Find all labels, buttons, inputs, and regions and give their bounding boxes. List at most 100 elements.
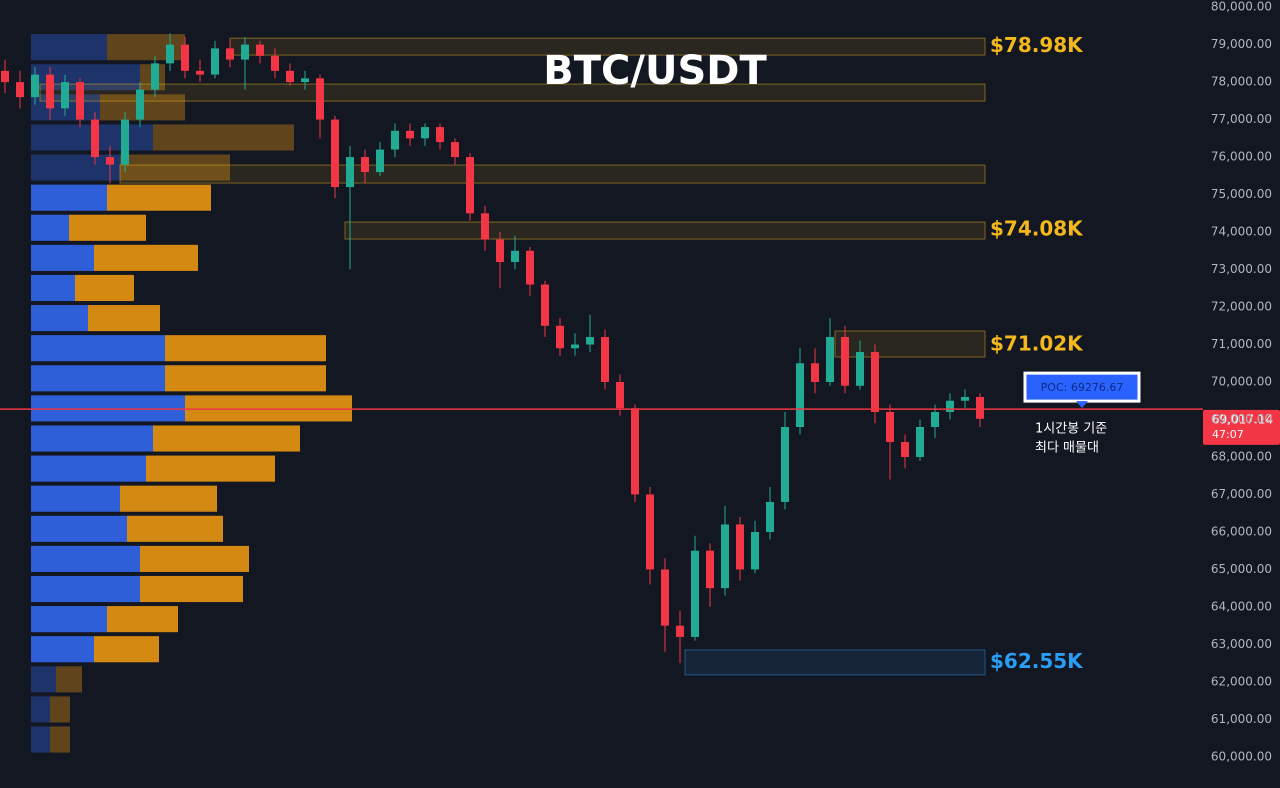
candle-body: [616, 382, 624, 409]
y-tick-label: 64,000.00: [1211, 599, 1272, 613]
profile-sell: [120, 154, 230, 181]
candle-body: [466, 157, 474, 214]
candle-body: [526, 250, 534, 285]
candle-body: [946, 400, 954, 412]
candle-body: [376, 149, 384, 173]
profile-sell: [107, 606, 178, 633]
y-tick-label: 72,000.00: [1211, 300, 1272, 314]
candle-body: [916, 426, 924, 457]
profile-sell: [127, 515, 223, 542]
candle-body: [151, 63, 159, 90]
y-tick-label: 68,000.00: [1211, 449, 1272, 463]
profile-buy: [31, 575, 140, 603]
candle-body: [361, 157, 369, 173]
poc-note: 최다 매물대: [1035, 441, 1099, 456]
y-tick-label: 70,000.00: [1211, 375, 1272, 389]
candle-body: [871, 352, 879, 412]
y-tick-label: 76,000.00: [1211, 150, 1272, 164]
y-tick-label: 74,000.00: [1211, 225, 1272, 239]
profile-sell: [50, 696, 70, 723]
profile-buy: [31, 365, 165, 392]
candles: [1, 33, 984, 664]
y-tick-label: 80,000.00: [1211, 0, 1272, 14]
candle-body: [856, 352, 864, 386]
y-tick-label: 78,000.00: [1211, 75, 1272, 89]
y-tick-label: 61,000.00: [1211, 712, 1272, 726]
candle-body: [721, 524, 729, 589]
y-tick-label: 75,000.00: [1211, 187, 1272, 201]
profile-sell: [94, 636, 159, 663]
profile-buy: [31, 666, 56, 693]
y-tick-label: 62,000.00: [1211, 674, 1272, 688]
candle-body: [226, 48, 234, 60]
candle-body: [121, 119, 129, 165]
level-label: $71.02K: [990, 331, 1084, 355]
candle-body: [661, 569, 669, 626]
candle-body: [481, 213, 489, 240]
candle-body: [586, 337, 594, 345]
candle-body: [61, 82, 69, 109]
profile-buy: [31, 214, 69, 241]
level-zone: [344, 221, 986, 240]
candle-body: [706, 550, 714, 589]
candle-body: [406, 130, 414, 139]
candle-body: [541, 284, 549, 326]
profile-buy: [31, 34, 107, 61]
candle-body: [691, 550, 699, 637]
candle-body: [331, 119, 339, 188]
profile-buy: [31, 515, 127, 542]
candle-body: [241, 44, 249, 60]
y-tick-label: 71,000.00: [1211, 337, 1272, 351]
candle-body: [91, 119, 99, 158]
candle-body: [391, 130, 399, 150]
candle-body: [736, 524, 744, 570]
candle-body: [31, 74, 39, 98]
candle-body: [511, 250, 519, 263]
profile-buy: [31, 184, 107, 211]
y-tick-label: 66,000.00: [1211, 524, 1272, 538]
profile-buy: [31, 154, 120, 181]
zones: $78.98K $74.08K $71.02K $62.55K: [39, 33, 1084, 676]
candle-body: [316, 78, 324, 120]
candle-body: [826, 337, 834, 383]
candle-body: [211, 48, 219, 75]
candle-body: [286, 70, 294, 83]
y-tick-label: 65,000.00: [1211, 562, 1272, 576]
profile-sell: [94, 244, 198, 271]
candle-body: [46, 74, 54, 109]
last-price-label: 69,017.14: [1212, 412, 1273, 426]
y-tick-label: 69,000.00: [1211, 412, 1272, 426]
profile-sell: [146, 455, 275, 482]
candle-body: [436, 127, 444, 143]
profile-sell: [153, 124, 294, 151]
candle-body: [676, 625, 684, 637]
candle-body: [16, 82, 24, 98]
poc-note: 1시간봉 기준: [1035, 422, 1107, 437]
profile-sell: [69, 214, 146, 241]
chart-title: BTC/USDT: [543, 48, 767, 94]
candle-body: [136, 89, 144, 120]
level-zone: [684, 649, 986, 676]
candle-body: [751, 531, 759, 570]
candle-body: [346, 157, 354, 188]
candle-body: [166, 44, 174, 64]
candle-body: [301, 78, 309, 83]
candle-body: [811, 363, 819, 383]
candle-body: [571, 344, 579, 349]
profile-buy: [31, 244, 94, 271]
level-label: $62.55K: [990, 649, 1084, 673]
candle-body: [1, 70, 9, 83]
profile-buy: [31, 455, 146, 482]
candle-body: [496, 239, 504, 263]
profile-sell: [56, 666, 82, 693]
candle-body: [271, 55, 279, 71]
last-price-box: [1203, 409, 1280, 445]
poc-label: POC: 69276.67: [1041, 381, 1124, 394]
candle-body: [976, 396, 984, 419]
profile-sell: [50, 726, 70, 753]
y-tick-label: 60,000.00: [1211, 749, 1272, 763]
candle-body: [841, 337, 849, 386]
candle-body: [106, 157, 114, 165]
poc-pointer: [1076, 401, 1088, 409]
